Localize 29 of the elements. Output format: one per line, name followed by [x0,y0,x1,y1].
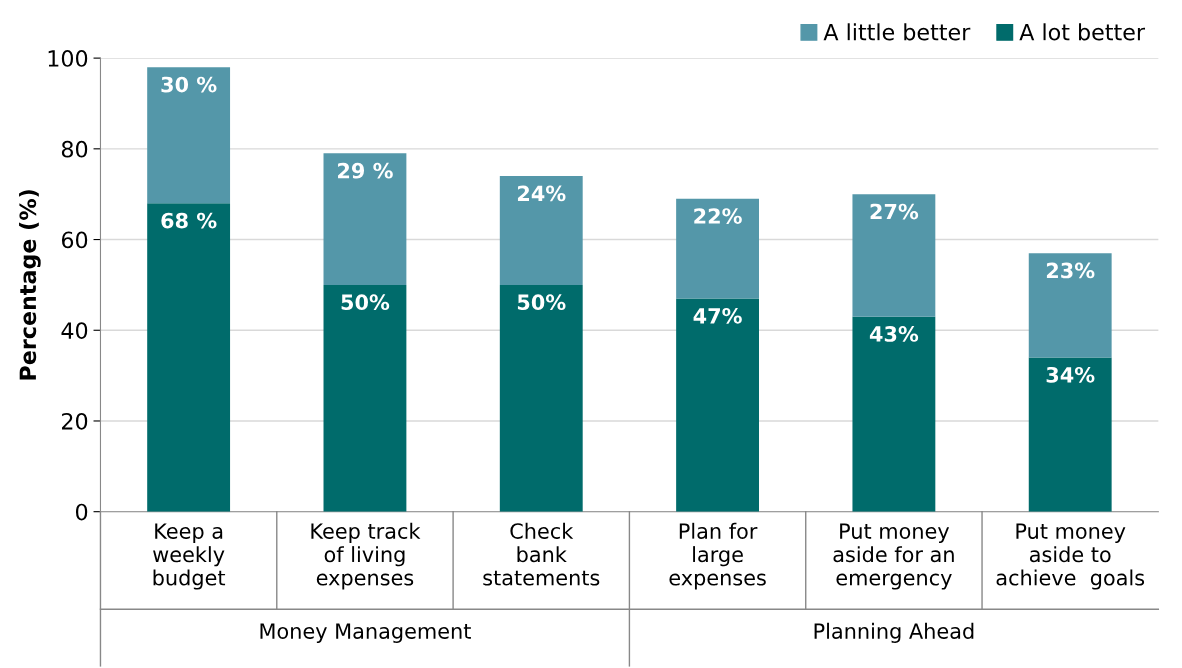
x-tick-label: Put money aside for an emergency [833,523,954,590]
x-tick-label: Put money aside to achieve goals [996,523,1145,590]
y-tick-label: 60 [61,231,88,249]
data-label: 50% [517,294,566,311]
x-tick-label: Keep a weekly budget [153,523,226,590]
data-label: 22% [694,208,742,224]
data-label: 27% [870,203,919,220]
data-label: 23% [1046,262,1095,279]
x-tick-label: Keep track of living expenses [311,522,421,590]
legend-label: A lot better [1019,23,1146,41]
data-label: 50% [341,294,390,311]
y-tick-label: 20 [62,412,88,430]
x-tick-label: Check bank statements [483,522,600,586]
data-label: 34% [1046,366,1095,383]
y-tick-label: 100 [48,50,88,67]
text: Planning Ahead [814,622,974,643]
text: Money Management [260,623,471,643]
data-label: 24% [517,185,566,202]
data-label: 68 % [161,212,217,229]
data-label: 47% [693,307,742,324]
y-axis-title: Percentage (%) [19,190,41,380]
data-label: 30 % [161,76,217,93]
y-tick-label: 40 [61,322,88,340]
y-tick-label: 0 [75,503,88,521]
x-tick-label: Plan for large expenses [669,522,766,590]
data-label: 29 % [338,162,393,179]
data-label: 43% [869,326,919,342]
y-tick-label: 80 [61,140,88,158]
legend-label: A little better [823,23,971,41]
